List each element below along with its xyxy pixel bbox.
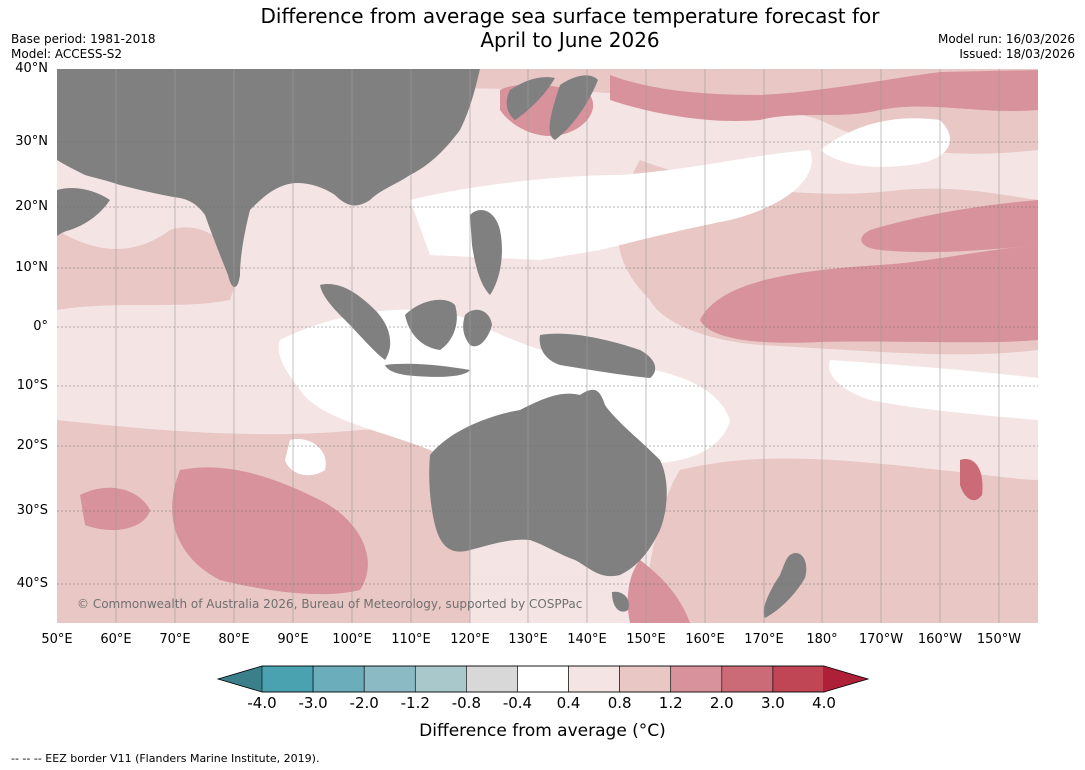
map-title: Difference from average sea surface temp… (260, 4, 880, 52)
land-australia (429, 389, 667, 577)
colorbar-box (261, 665, 314, 693)
colorbar-tick-label: 4.0 (812, 694, 836, 712)
lon-label: 110°E (391, 632, 431, 647)
anomaly-band-arabian (57, 227, 240, 310)
lon-label: 70°E (159, 632, 191, 647)
lat-label-20n: 20°N (15, 199, 48, 214)
colorbar-box (772, 665, 825, 693)
lon-label: 160°E (685, 632, 725, 647)
anomaly-patch-central-pacific (861, 200, 1038, 253)
colorbar-tick-label: -1.2 (400, 694, 430, 712)
colorbar-tick-label: 0.8 (607, 694, 632, 712)
colorbar-box (414, 665, 467, 693)
near-average-west-pacific (410, 150, 812, 260)
colorbar-outline (216, 665, 870, 693)
colorbar-tick-label: -0.8 (451, 694, 481, 712)
anomaly-patch-tasman (627, 560, 690, 623)
lon-label: 160°W (917, 632, 963, 647)
lon-label: 150°E (626, 632, 666, 647)
lat-label-10s: 10°S (16, 378, 48, 393)
meta-right: Model run: 16/03/2026 Issued: 18/03/2026 (938, 32, 1075, 62)
land-java (385, 363, 470, 377)
lon-label: 80°E (218, 632, 250, 647)
near-average-patch (285, 439, 326, 476)
anomaly-patch-south-indian (172, 467, 368, 595)
lat-label-40s: 40°S (16, 576, 48, 591)
land-sulawesi (463, 309, 492, 347)
model-name: Model: ACCESS-S2 (11, 47, 123, 61)
lon-label: 50°E (41, 632, 73, 647)
copyright-notice: © Commonwealth of Australia 2026, Bureau… (77, 597, 583, 611)
land-korea (506, 77, 555, 120)
base-period: Base period: 1981-2018 (11, 32, 156, 46)
colorbar-label: Difference from average (°C) (419, 721, 666, 741)
near-average-north-pacific (820, 118, 950, 167)
lon-gridlines (115, 69, 1000, 623)
colorbar-tick-label: 1.2 (658, 694, 683, 712)
lon-label: 120°E (450, 632, 490, 647)
anomaly-band-south-pacific (640, 458, 1038, 623)
colorbar-tick-label: -3.0 (298, 694, 328, 712)
colorbar-box (670, 665, 723, 693)
lon-label: 170°W (858, 632, 904, 647)
colorbar-box (721, 665, 774, 693)
lon-label: 60°E (100, 632, 132, 647)
colorbar-box (466, 665, 518, 693)
colorbar-box (312, 665, 365, 693)
colorbar-over-arrow (824, 666, 868, 692)
land-borneo (405, 299, 457, 350)
colorbar-box (568, 665, 620, 693)
eez-footer: -- -- -- EEZ border V11 (Flanders Marine… (11, 752, 320, 765)
colorbar-box (619, 665, 672, 693)
colorbar-tick-label: 3.0 (760, 694, 785, 712)
land-japan (549, 75, 598, 140)
land (57, 69, 807, 618)
lon-label: 170°E (744, 632, 784, 647)
colorbar-tick-label: 0.4 (556, 694, 581, 712)
lon-label: 150°W (976, 632, 1022, 647)
lat-gridlines (57, 141, 1038, 585)
colorbar-tick-label: 2.0 (709, 694, 734, 712)
land-asia (57, 69, 480, 288)
anomaly-patch-north-pacific (610, 70, 1038, 121)
land-sumatra (320, 284, 391, 360)
map-field (57, 69, 1038, 623)
colorbar-under-arrow (218, 666, 262, 692)
lon-label: 100°E (332, 632, 372, 647)
lon-label: 180° (806, 632, 838, 647)
land-philippines (470, 210, 502, 295)
meta-left: Base period: 1981-2018 Model: ACCESS-S2 (11, 32, 156, 62)
anomaly-patch-equatorial (700, 245, 1038, 343)
anomaly-patch-west-indian (80, 487, 150, 530)
lat-label-equator: 0° (33, 319, 48, 334)
colorbar-tick-label: -0.4 (502, 694, 533, 712)
colorbar-tick-label: -2.0 (349, 694, 379, 712)
land-arabia (57, 188, 110, 236)
lon-label: 90°E (277, 632, 309, 647)
anomaly-band-north (57, 69, 1038, 154)
land-new-zealand (763, 552, 807, 618)
lat-label-20s: 20°S (16, 438, 48, 453)
colorbar-box (517, 665, 569, 693)
colorbar-box (363, 665, 416, 693)
colorbar-tick-label: -4.0 (247, 694, 277, 712)
lat-label-30s: 30°S (16, 503, 48, 518)
lon-label: 130°E (508, 632, 548, 647)
issued-date: Issued: 18/03/2026 (959, 47, 1075, 61)
colorbar-boxes (261, 665, 825, 693)
land-tasmania (612, 591, 629, 612)
lon-label: 140°E (567, 632, 607, 647)
colorbar (216, 665, 870, 693)
lat-label-10n: 10°N (15, 260, 48, 275)
anomaly-patch-southeast (960, 459, 983, 501)
land-new-guinea (539, 333, 656, 378)
model-run: Model run: 16/03/2026 (937, 32, 1075, 46)
lat-label-30n: 30°N (15, 134, 48, 149)
lat-label-40n: 40°N (15, 61, 48, 76)
